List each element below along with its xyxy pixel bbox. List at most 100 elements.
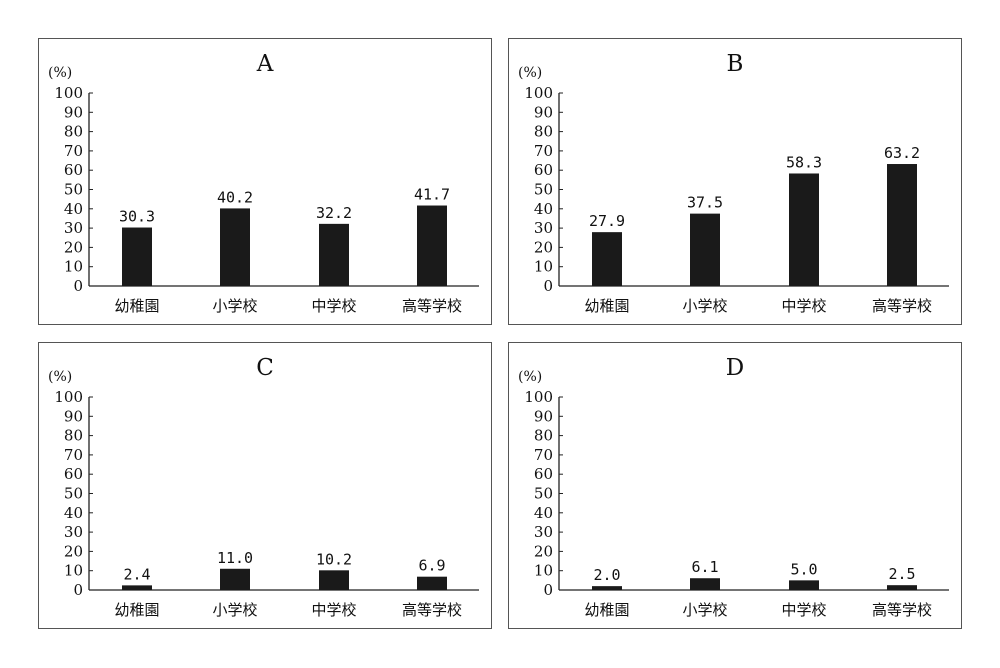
chart-title: C xyxy=(256,355,274,381)
y-tick-label: 80 xyxy=(534,427,553,445)
y-tick-label: 70 xyxy=(64,446,83,464)
bar-value-label: 40.2 xyxy=(217,188,253,206)
x-category-label: 幼稚園 xyxy=(584,601,629,619)
bar-value-label: 27.9 xyxy=(589,212,625,230)
y-tick-label: 70 xyxy=(64,142,83,160)
y-tick-label: 30 xyxy=(64,523,83,541)
y-tick-label: 100 xyxy=(524,388,553,406)
x-category-label: 幼稚園 xyxy=(584,297,629,315)
x-category-label: 高等学校 xyxy=(872,601,932,619)
y-tick-label: 70 xyxy=(534,446,553,464)
bar xyxy=(220,568,250,590)
chart-title: B xyxy=(727,51,744,77)
bar-value-label: 5.0 xyxy=(790,560,817,578)
y-tick-label: 40 xyxy=(534,200,553,218)
y-axis-unit-label: (%) xyxy=(518,369,542,385)
y-tick-label: 0 xyxy=(543,277,553,295)
x-category-label: 中学校 xyxy=(311,601,356,619)
bar xyxy=(789,173,819,286)
y-tick-label: 0 xyxy=(73,581,83,599)
y-tick-label: 100 xyxy=(54,84,83,102)
y-tick-label: 50 xyxy=(64,485,83,503)
y-axis-unit-label: (%) xyxy=(518,65,542,81)
bar-value-label: 32.2 xyxy=(316,204,352,222)
y-tick-label: 40 xyxy=(534,504,553,522)
y-tick-label: 60 xyxy=(64,465,83,483)
bar xyxy=(592,586,622,590)
y-tick-label: 40 xyxy=(64,504,83,522)
y-tick-label: 60 xyxy=(64,161,83,179)
y-tick-label: 100 xyxy=(524,84,553,102)
bar-value-label: 30.3 xyxy=(119,208,155,226)
x-category-label: 幼稚園 xyxy=(114,601,159,619)
x-category-label: 小学校 xyxy=(212,297,257,315)
y-tick-label: 80 xyxy=(64,427,83,445)
x-category-label: 高等学校 xyxy=(402,601,462,619)
bar xyxy=(319,223,349,286)
chart-title: A xyxy=(256,51,274,77)
bar xyxy=(592,232,622,286)
y-tick-label: 90 xyxy=(64,103,83,121)
x-category-label: 小学校 xyxy=(682,297,727,315)
y-tick-label: 80 xyxy=(534,123,553,141)
x-category-label: 高等学校 xyxy=(402,297,462,315)
y-tick-label: 90 xyxy=(64,407,83,425)
bar-value-label: 58.3 xyxy=(786,153,822,171)
y-tick-label: 30 xyxy=(534,219,553,237)
bar-value-label: 2.5 xyxy=(888,565,915,583)
x-category-label: 高等学校 xyxy=(872,297,932,315)
bar-value-label: 10.2 xyxy=(316,550,352,568)
x-category-label: 中学校 xyxy=(781,297,826,315)
y-tick-label: 100 xyxy=(54,388,83,406)
y-tick-label: 50 xyxy=(534,485,553,503)
bar xyxy=(690,578,720,590)
chart-title: D xyxy=(726,355,744,381)
y-tick-label: 20 xyxy=(64,238,83,256)
bar xyxy=(417,576,447,590)
y-tick-label: 10 xyxy=(534,258,553,276)
y-tick-label: 60 xyxy=(534,161,553,179)
y-tick-label: 50 xyxy=(64,181,83,199)
bar-value-label: 41.7 xyxy=(414,186,450,204)
bar xyxy=(122,585,152,590)
bar xyxy=(122,227,152,286)
bar-value-label: 11.0 xyxy=(217,549,253,567)
bar xyxy=(887,585,917,590)
bar xyxy=(887,164,917,286)
y-tick-label: 60 xyxy=(534,465,553,483)
x-category-label: 中学校 xyxy=(311,297,356,315)
y-tick-label: 10 xyxy=(534,562,553,580)
y-tick-label: 20 xyxy=(64,542,83,560)
x-category-label: 小学校 xyxy=(682,601,727,619)
chart-panel-a: A (%) 0 10 20 30 40 50 60 70 80 90 100 30.3 幼稚園 40.2 小学校… xyxy=(38,38,492,325)
bar-value-label: 6.9 xyxy=(418,557,445,575)
y-tick-label: 30 xyxy=(534,523,553,541)
chart-panel-c: C (%) 0 10 20 30 40 50 60 70 80 90 100 2.4 幼稚園 11.0 小学校 1… xyxy=(38,342,492,629)
bar-value-label: 63.2 xyxy=(884,144,920,162)
y-axis-unit-label: (%) xyxy=(48,369,72,385)
y-tick-label: 70 xyxy=(534,142,553,160)
y-tick-label: 90 xyxy=(534,407,553,425)
y-tick-label: 10 xyxy=(64,258,83,276)
y-tick-label: 0 xyxy=(73,277,83,295)
y-axis-unit-label: (%) xyxy=(48,65,72,81)
bar xyxy=(417,205,447,286)
y-tick-label: 0 xyxy=(543,581,553,599)
x-category-label: 小学校 xyxy=(212,601,257,619)
bar xyxy=(789,580,819,590)
y-tick-label: 50 xyxy=(534,181,553,199)
bar-value-label: 2.0 xyxy=(593,566,620,584)
y-tick-label: 10 xyxy=(64,562,83,580)
y-tick-label: 20 xyxy=(534,238,553,256)
y-tick-label: 40 xyxy=(64,200,83,218)
y-tick-label: 30 xyxy=(64,219,83,237)
bar-value-label: 6.1 xyxy=(691,558,718,576)
y-tick-label: 20 xyxy=(534,542,553,560)
bar xyxy=(319,570,349,590)
bar xyxy=(690,213,720,286)
bar xyxy=(220,208,250,286)
